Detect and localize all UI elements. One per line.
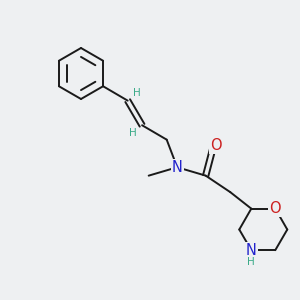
Text: H: H (248, 256, 255, 267)
Text: N: N (246, 243, 257, 258)
Text: H: H (129, 128, 137, 138)
Text: O: O (269, 201, 281, 216)
Text: N: N (172, 160, 183, 175)
Text: H: H (133, 88, 141, 98)
Text: O: O (210, 138, 221, 153)
